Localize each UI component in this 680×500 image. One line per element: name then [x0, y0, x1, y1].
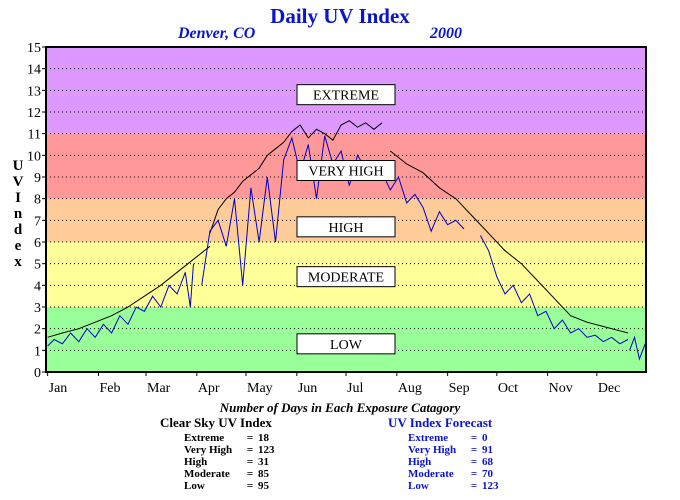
chart-year: 2000 [430, 25, 462, 42]
clear-sky-label: Very High [184, 444, 233, 456]
x-tick-label: Feb [99, 381, 120, 396]
forecast-table: UV Index Forecast Extreme = 0 Very High = 91 H… [388, 415, 512, 492]
clear-sky-equals: = [246, 444, 254, 456]
clear-sky-count: 95 [258, 480, 269, 492]
band-label-high: HIGH [329, 221, 364, 236]
clear-sky-label: Extreme [184, 432, 225, 444]
x-tick-label: Aug [398, 381, 422, 396]
clear-sky-line-segment [389, 150, 629, 334]
clear-sky-row: High = 31 [160, 456, 288, 468]
forecast-equals: = [470, 480, 478, 492]
y-tick-label: 1 [34, 344, 41, 359]
forecast-label: Low [408, 480, 429, 492]
band-labels: LOW MODERATE HIGH VERY HIGH EXTREME [296, 84, 396, 355]
x-tick-label: Mar [147, 381, 171, 396]
band-label-moderate: MODERATE [308, 271, 384, 286]
forecast-row: Low = 123 [388, 480, 512, 492]
forecast-equals: = [470, 456, 478, 468]
y-tick-label: 15 [27, 41, 41, 56]
x-tick-label: Oct [498, 381, 518, 396]
clear-sky-equals: = [246, 432, 254, 444]
band-label-box-low [296, 333, 396, 355]
x-tick-label: Sep [449, 381, 470, 396]
clear-sky-equals: = [246, 480, 254, 492]
band-label-box-high [296, 216, 396, 238]
forecast-line-segment [479, 235, 629, 345]
band-label-very-high: VERY HIGH [308, 165, 383, 180]
clear-sky-equals: = [246, 468, 254, 480]
band-label-low: LOW [330, 338, 363, 353]
clear-sky-count: 85 [258, 468, 269, 480]
x-tick-label: Jan [49, 381, 68, 396]
y-tick-label: 0 [34, 366, 41, 381]
forecast-label: Very High [408, 444, 457, 456]
forecast-equals: = [470, 468, 478, 480]
forecast-equals: = [470, 432, 478, 444]
forecast-line-segment [47, 263, 194, 347]
clear-sky-row: Extreme = 18 [160, 432, 288, 444]
y-tick-label: 9 [34, 171, 41, 186]
x-tick-label: May [247, 381, 273, 396]
x-tick-label: Apr [198, 381, 220, 396]
forecast-equals: = [470, 444, 478, 456]
clear-sky-row: Low = 95 [160, 480, 288, 492]
y-axis-label: U V I n d e x [12, 158, 24, 270]
y-tick-label: 13 [27, 84, 41, 99]
band-label-box-extreme [296, 84, 396, 106]
forecast-count: 70 [482, 468, 493, 480]
forecast-row: Moderate = 70 [388, 468, 512, 480]
forecast-row: High = 68 [388, 456, 512, 468]
clear-sky-count: 123 [258, 444, 275, 456]
y-tick-label: 7 [34, 214, 41, 229]
clear-sky-row: Moderate = 85 [160, 468, 288, 480]
chart-title: Daily UV Index [270, 4, 410, 28]
clear-sky-label: Low [184, 480, 205, 492]
clear-sky-label: High [184, 456, 208, 468]
y-tick-label: 8 [34, 193, 41, 208]
forecast-row: Very High = 91 [388, 444, 512, 456]
clear-sky-label: Moderate [184, 468, 230, 480]
forecast-heading: UV Index Forecast [388, 415, 493, 430]
forecast-line-segment [629, 335, 647, 361]
band-label-extreme: EXTREME [313, 89, 379, 104]
forecast-count: 68 [482, 456, 493, 468]
y-tick-label: 6 [34, 236, 41, 251]
y-tick-label: 12 [27, 106, 41, 121]
grid-lines [46, 68, 646, 351]
y-tick-label: 14 [27, 63, 41, 78]
x-tick-label: Jun [298, 381, 317, 396]
clear-sky-table: Clear Sky UV Index Extreme = 18 Very High = 1… [160, 415, 288, 492]
band-label-box-very-high [296, 160, 396, 181]
x-tick-label: Nov [549, 381, 573, 396]
band-label-box-moderate [296, 266, 396, 288]
y-tick-label: 10 [27, 149, 41, 164]
forecast-count: 0 [482, 432, 488, 444]
forecast-count: 91 [482, 444, 493, 456]
y-tick-label: 4 [34, 279, 41, 294]
clear-sky-count: 31 [258, 456, 269, 468]
x-tick-label: Jul [347, 381, 363, 396]
clear-sky-count: 18 [258, 432, 269, 444]
clear-sky-line-segment [47, 245, 211, 338]
clear-sky-heading: Clear Sky UV Index [160, 415, 272, 430]
x-tick-label: Dec [598, 381, 621, 396]
y-tick-label: 3 [34, 301, 41, 316]
clear-sky-row: Very High = 123 [160, 444, 288, 456]
y-tick-label: 5 [34, 258, 41, 273]
chart-location: Denver, CO [178, 25, 256, 42]
forecast-label: High [408, 456, 432, 468]
forecast-label: Moderate [408, 468, 454, 480]
x-ticks: Jan Feb Mar Apr May Jun Jul Aug Sep Oct Nov Dec [47, 372, 621, 396]
clear-sky-line-segment [209, 120, 383, 234]
forecast-count: 123 [482, 480, 499, 492]
forecast-row: Extreme = 0 [388, 432, 512, 444]
y-tick-label: 11 [28, 128, 41, 143]
summary-caption: Number of Days in Each Exposure Catagory [219, 400, 461, 415]
clear-sky-equals: = [246, 456, 254, 468]
forecast-label: Extreme [408, 432, 449, 444]
y-tick-label: 2 [34, 323, 41, 338]
